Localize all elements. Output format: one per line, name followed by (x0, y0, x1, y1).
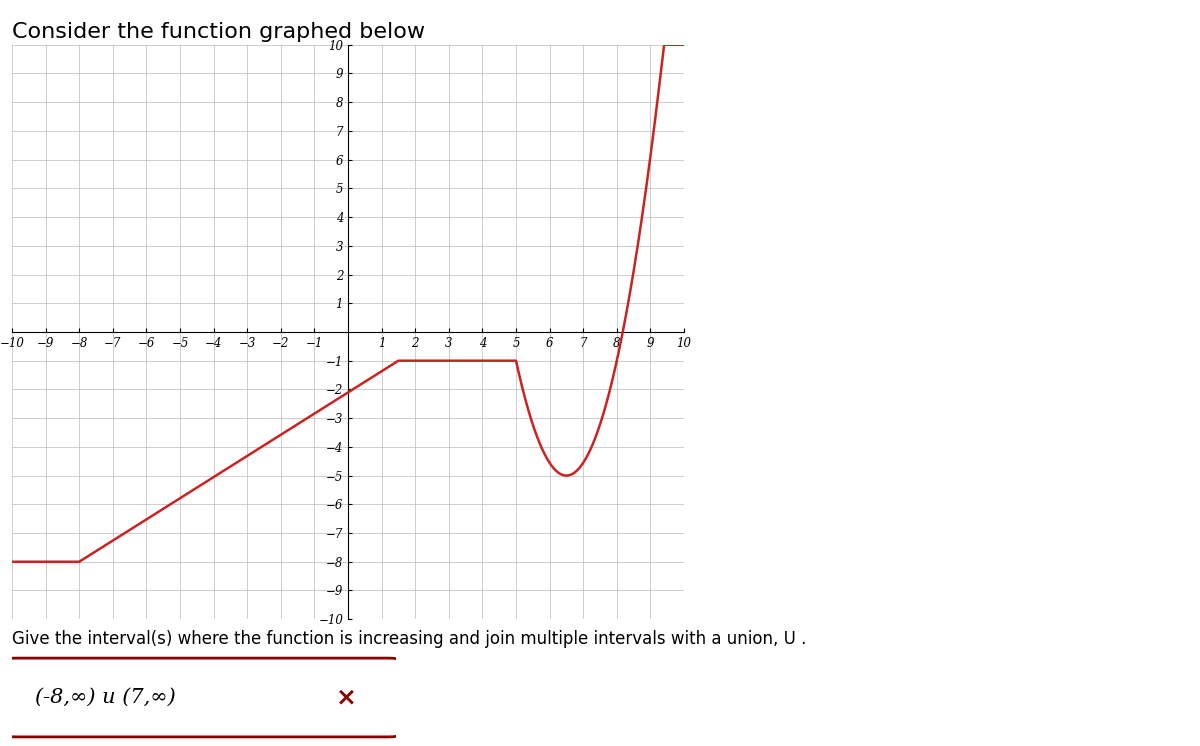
FancyBboxPatch shape (5, 658, 400, 737)
Text: ×: × (336, 686, 356, 709)
Text: Give the interval(s) where the function is increasing and join multiple interval: Give the interval(s) where the function … (12, 630, 806, 648)
Text: Consider the function graphed below: Consider the function graphed below (12, 22, 425, 43)
Text: (-8,∞) u (7,∞): (-8,∞) u (7,∞) (35, 688, 175, 707)
